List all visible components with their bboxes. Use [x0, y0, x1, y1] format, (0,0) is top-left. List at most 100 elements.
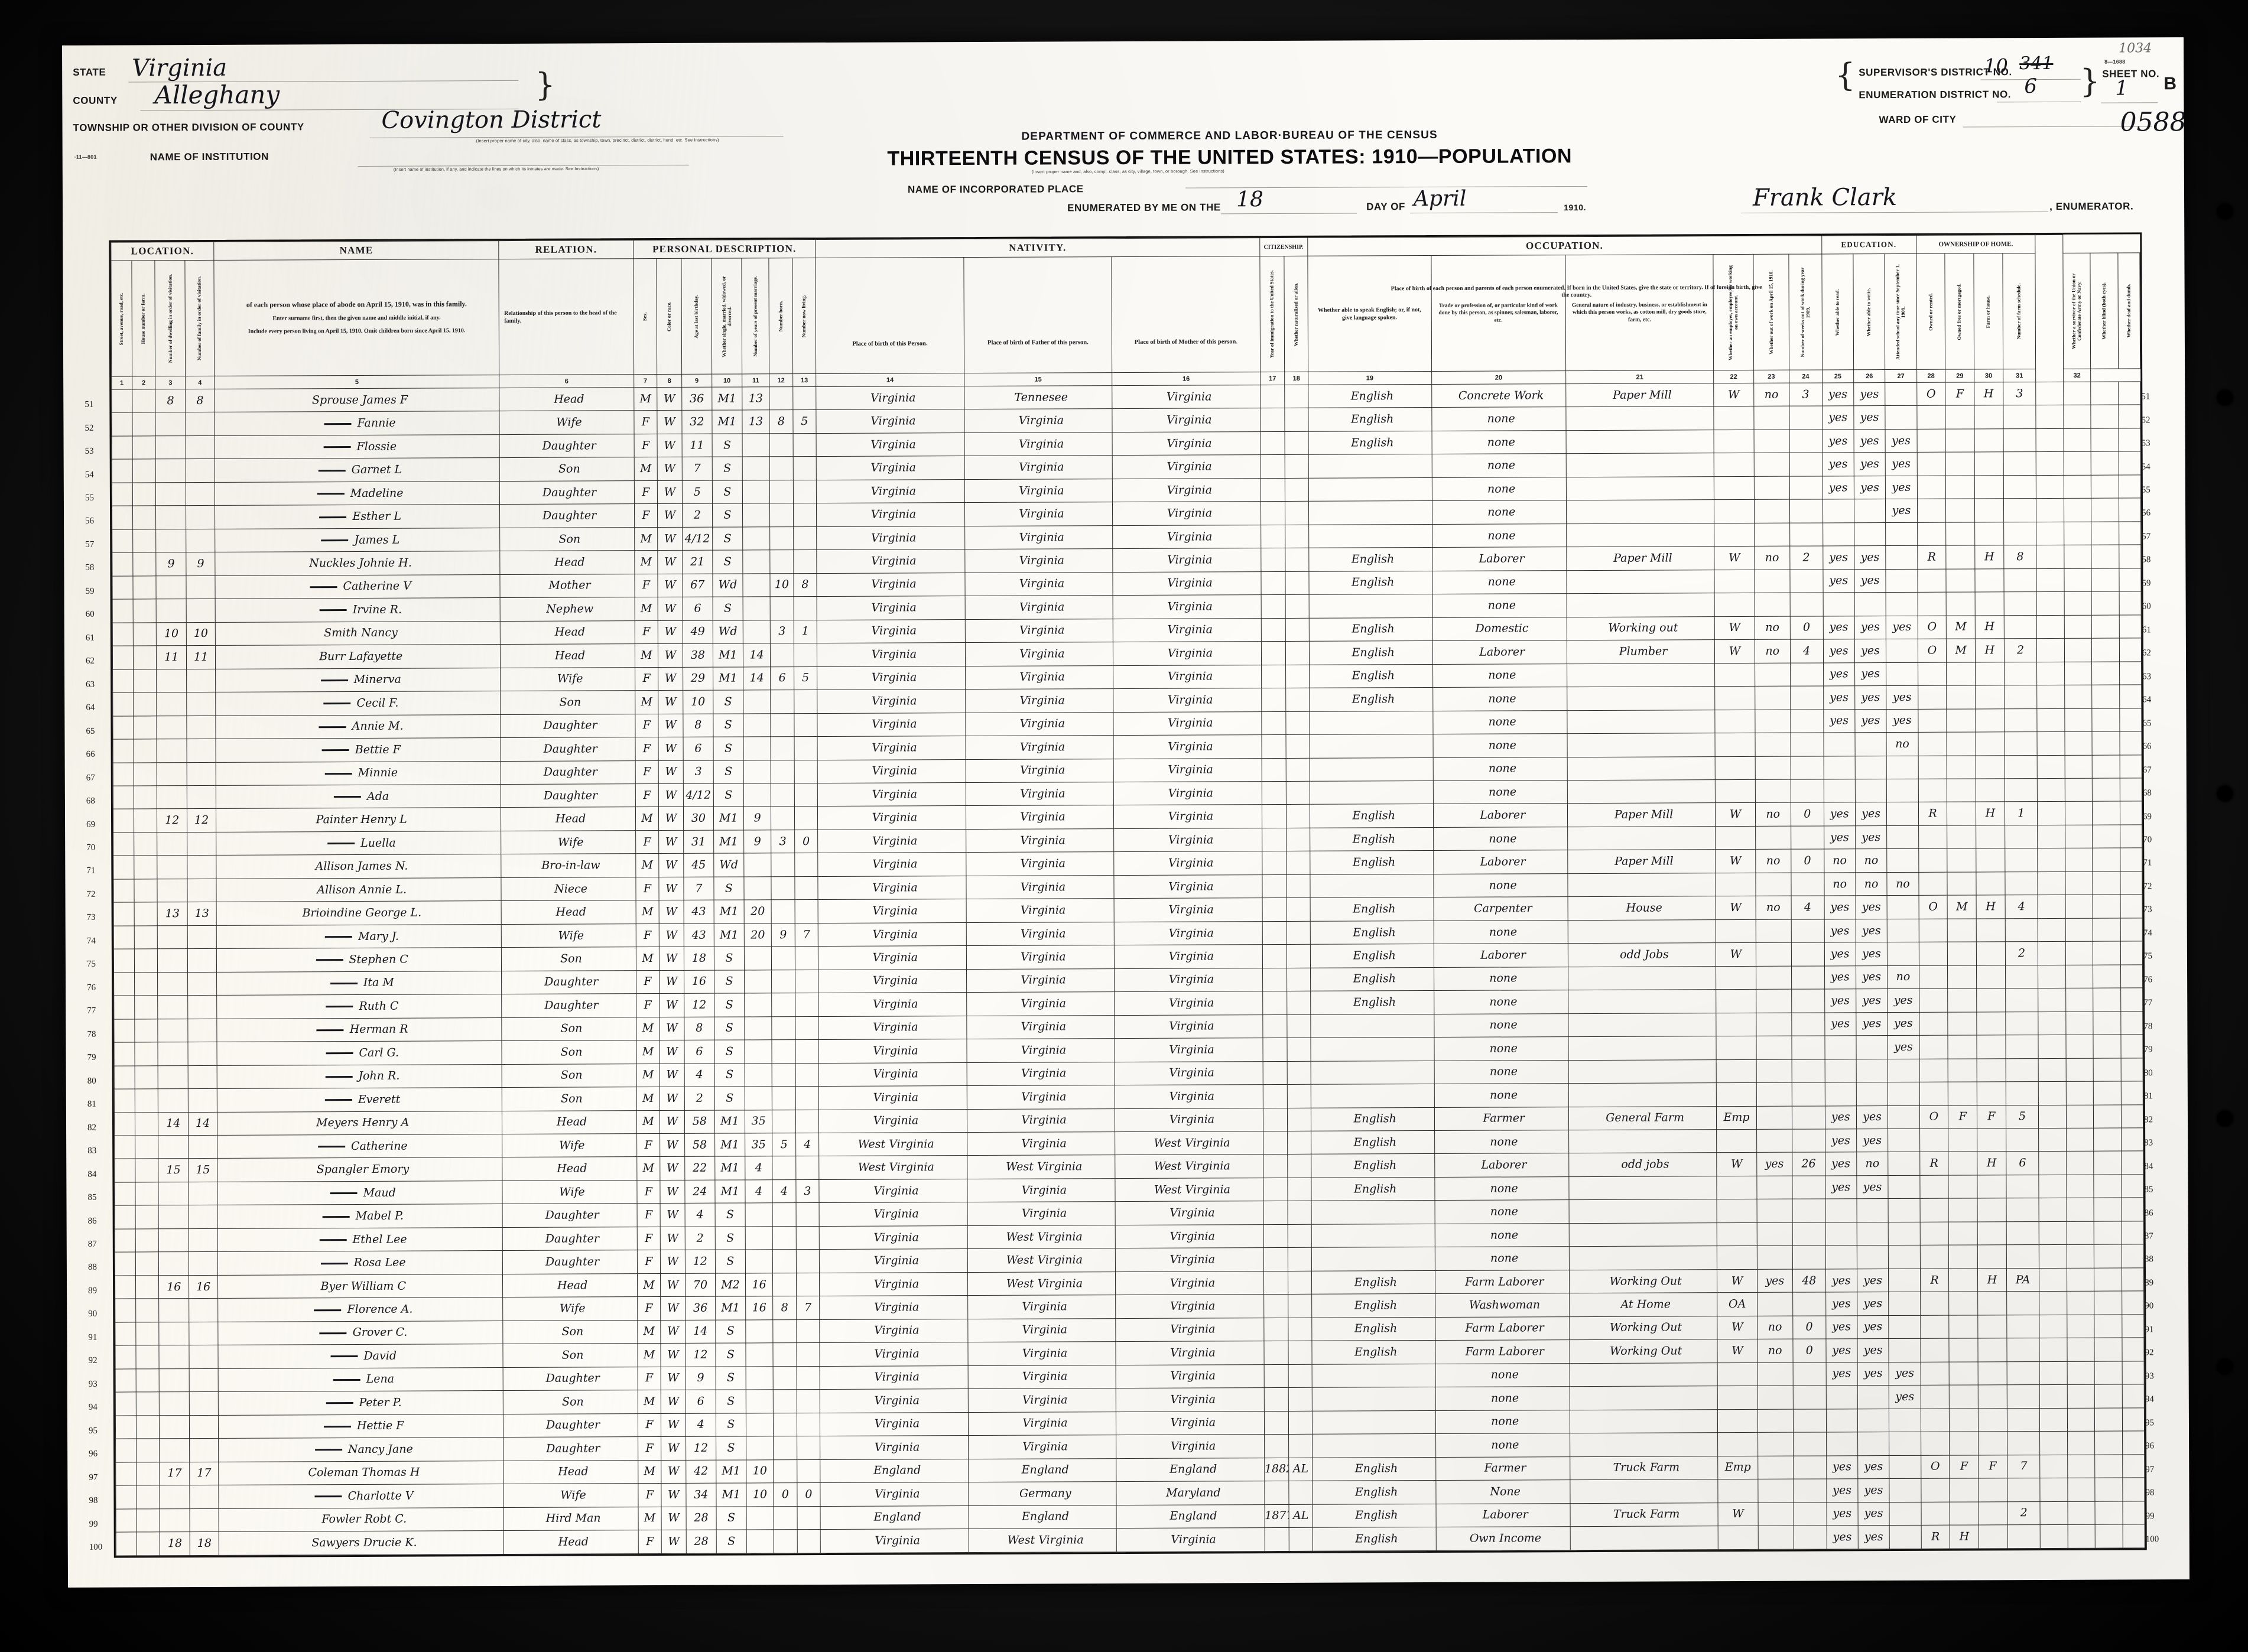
line-number: 95 — [88, 1426, 98, 1436]
cell-fpob: Virginia — [964, 409, 1113, 433]
cell-race: W — [660, 1320, 686, 1344]
cell-mpob: Virginia — [1116, 1387, 1265, 1412]
cell-ms: S — [716, 1413, 746, 1437]
cell-fam — [187, 995, 217, 1019]
cell-oow — [1756, 1222, 1793, 1246]
cell-ms: S — [712, 433, 743, 457]
line-number: 58 — [2142, 555, 2151, 565]
cell-deaf — [2093, 1104, 2122, 1129]
ditto-mark — [321, 749, 349, 752]
colnum-18: 18 — [1285, 372, 1308, 385]
line-number: 66 — [86, 749, 95, 759]
col-sex: Sex. — [633, 258, 657, 375]
cell-imm — [1263, 1107, 1288, 1131]
cell-wr: yes — [1857, 1455, 1890, 1479]
cell-nat — [1285, 664, 1310, 688]
cell-sex: M — [636, 1110, 660, 1134]
cell-wks — [1790, 732, 1824, 756]
line-number: 93 — [88, 1379, 98, 1389]
cell-mort — [1949, 1361, 1979, 1386]
col-pob-person: Place of birth of each person and parent… — [816, 257, 1762, 374]
cell-house-number — [132, 412, 156, 436]
line-number: 92 — [88, 1356, 98, 1366]
colnum-29: 29 — [1945, 369, 1974, 383]
cell-fpob: West Virginia — [967, 1248, 1116, 1273]
cell-vet — [2039, 1221, 2067, 1245]
cell-rd — [1825, 1409, 1858, 1433]
cell-fpob: Tennesee — [964, 385, 1113, 410]
cell-ms: S — [716, 1506, 747, 1530]
cell-name: Rosa Lee — [217, 1250, 503, 1276]
cell-farm — [2005, 965, 2039, 988]
cell-wks — [1792, 1245, 1826, 1269]
cell-own — [1917, 592, 1947, 616]
cell-dwell — [155, 435, 186, 460]
line-number: 72 — [2143, 882, 2152, 892]
cell-wks: 26 — [1792, 1152, 1825, 1176]
cell-cb — [772, 1063, 795, 1087]
cell-imm — [1262, 921, 1287, 945]
ditto-mark — [314, 1449, 342, 1451]
cell-mpob: Virginia — [1113, 594, 1261, 619]
cell-cl — [794, 736, 818, 760]
col-dwelling-number: Number of dwelling in order of visitatio… — [155, 260, 186, 376]
cell-right-margin — [2119, 591, 2142, 615]
cell-vet — [2039, 1338, 2067, 1362]
cell-sch: yes — [1889, 1362, 1921, 1386]
cell-wks — [1791, 872, 1824, 896]
cell-name: Coleman Thomas H — [218, 1461, 504, 1485]
cell-ind — [1566, 523, 1715, 547]
cell-nat — [1287, 944, 1311, 968]
cell-occ: Washwoman — [1435, 1293, 1570, 1318]
cell-emp — [1716, 1036, 1756, 1060]
cell-cl — [793, 596, 817, 620]
cell-fam — [189, 1345, 219, 1369]
cell-oow — [1756, 1059, 1792, 1083]
cell-right-margin — [2120, 801, 2142, 825]
cell-own: O — [1917, 639, 1947, 662]
group-occupation: OCCUPATION. — [1307, 235, 1822, 256]
enumerator-rule — [1741, 211, 2049, 213]
cell-sch: no — [1887, 965, 1919, 989]
cell-farm — [2003, 591, 2037, 616]
cell-farm — [2003, 428, 2036, 453]
cell-age: 9 — [685, 1366, 716, 1390]
cell-race: W — [660, 1227, 686, 1250]
line-number: 68 — [2142, 788, 2152, 798]
cell-farm — [2007, 1431, 2041, 1455]
cell-own — [1918, 848, 1948, 873]
cell-name: Maud — [217, 1181, 503, 1205]
cell-sch — [1886, 779, 1919, 802]
cell-rd: yes — [1822, 429, 1854, 453]
cell-race: W — [660, 1250, 686, 1274]
cell-deaf — [2094, 1431, 2123, 1455]
cell-occ: none — [1435, 1433, 1570, 1458]
cell-wr — [1856, 1082, 1888, 1106]
cell-name: Charlotte V — [218, 1484, 504, 1508]
cell-rel: Daughter — [501, 783, 636, 808]
cell-deaf — [2094, 1291, 2122, 1315]
cell-farm — [2006, 1221, 2039, 1245]
cell-nat — [1286, 688, 1310, 712]
cell-street — [113, 949, 135, 973]
cell-wks — [1789, 569, 1823, 593]
cell-ind — [1570, 1479, 1719, 1504]
cell-ind: Working Out — [1569, 1269, 1717, 1293]
line-number: 73 — [86, 913, 96, 923]
cell-right-margin — [2122, 1407, 2145, 1432]
cell-own — [1919, 1175, 1949, 1199]
cell-occ: none — [1435, 1386, 1570, 1411]
cell-mort — [1948, 1268, 1978, 1292]
cell-imm — [1262, 1061, 1288, 1085]
cell-vet — [2038, 1012, 2066, 1035]
cell-deaf — [2091, 638, 2120, 662]
cell-eng — [1308, 477, 1432, 502]
cell-dwell — [158, 1228, 189, 1253]
cell-right-margin — [2122, 1524, 2145, 1549]
cell-wks: 4 — [1790, 639, 1824, 663]
cell-mort: F — [1949, 1455, 1979, 1479]
cell-sex: F — [638, 1530, 662, 1554]
line-number: 65 — [2142, 718, 2152, 729]
cell-oow — [1756, 1245, 1793, 1270]
cell-oow: no — [1755, 896, 1792, 920]
